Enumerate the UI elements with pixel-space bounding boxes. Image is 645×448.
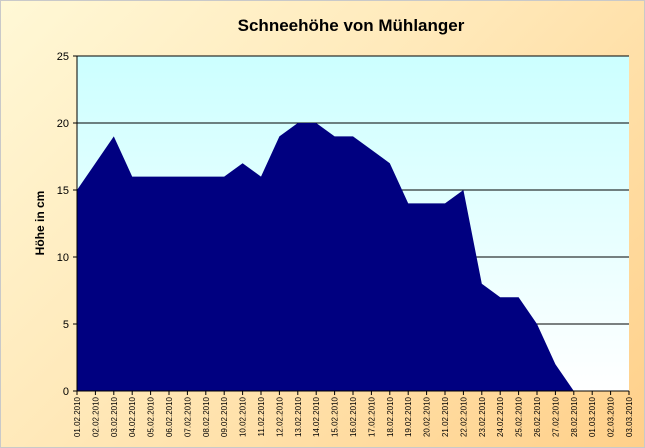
y-tick-label: 15 [57, 185, 69, 197]
x-tick-label: 22.02.2010 [459, 396, 468, 437]
x-tick-label: 11.02.2010 [257, 396, 266, 436]
x-tick-label: 14.02.2010 [312, 396, 321, 437]
chart-title: Schneehöhe von Mühlanger [238, 16, 465, 35]
x-tick-label: 02.02.2010 [91, 396, 100, 437]
x-tick-label: 06.02.2010 [165, 396, 174, 437]
y-axis-label: Höhe in cm [33, 191, 47, 256]
y-tick-labels: 0 5 10 15 20 25 [57, 51, 69, 398]
x-tick-label: 01.02.2010 [73, 396, 82, 437]
x-tick-label: 23.02.2010 [478, 396, 487, 437]
y-tick-label: 10 [57, 252, 69, 264]
x-tick-label: 03.02.2010 [110, 396, 119, 437]
x-tick-label: 21.02.2010 [441, 396, 450, 437]
x-tick-label: 17.02.2010 [367, 396, 376, 437]
x-tick-label: 10.02.2010 [239, 396, 248, 437]
x-tick-label: 04.02.2010 [128, 396, 137, 437]
x-tick-label: 07.02.2010 [183, 396, 192, 437]
x-tick-label: 24.02.2010 [496, 396, 505, 437]
x-tick-label: 13.02.2010 [294, 396, 303, 437]
x-tick-label: 25.02.2010 [515, 396, 524, 437]
y-tick-label: 25 [57, 51, 69, 63]
x-tick-label: 28.02.2010 [570, 396, 579, 437]
x-tick-label: 02.03.2010 [607, 396, 616, 437]
snow-depth-area [77, 123, 629, 391]
x-tick-label: 26.02.2010 [533, 396, 542, 437]
x-tick-label: 01.03.2010 [588, 396, 597, 437]
x-tick-label: 15.02.2010 [331, 396, 340, 437]
x-tick-label: 16.02.2010 [349, 396, 358, 437]
y-tick-label: 20 [57, 118, 69, 130]
x-tick-label: 20.02.2010 [423, 396, 432, 437]
y-tick-label: 5 [63, 319, 69, 331]
x-tick-label: 05.02.2010 [147, 396, 156, 437]
area-series [76, 122, 630, 392]
axes [73, 55, 630, 395]
x-tick-label: 09.02.2010 [220, 396, 229, 437]
x-tick-label: 12.02.2010 [275, 396, 284, 437]
x-tick-label: 03.03.2010 [625, 396, 634, 437]
x-tick-label: 19.02.2010 [404, 396, 413, 437]
x-tick-label: 08.02.2010 [202, 396, 211, 437]
x-tick-labels: 01.02.2010 02.02.2010 03.02.2010 04.02.2010… [73, 396, 634, 437]
x-tick-label: 18.02.2010 [386, 396, 395, 437]
x-tick-label: 27.02.2010 [551, 396, 560, 437]
y-tick-label: 0 [63, 386, 69, 398]
